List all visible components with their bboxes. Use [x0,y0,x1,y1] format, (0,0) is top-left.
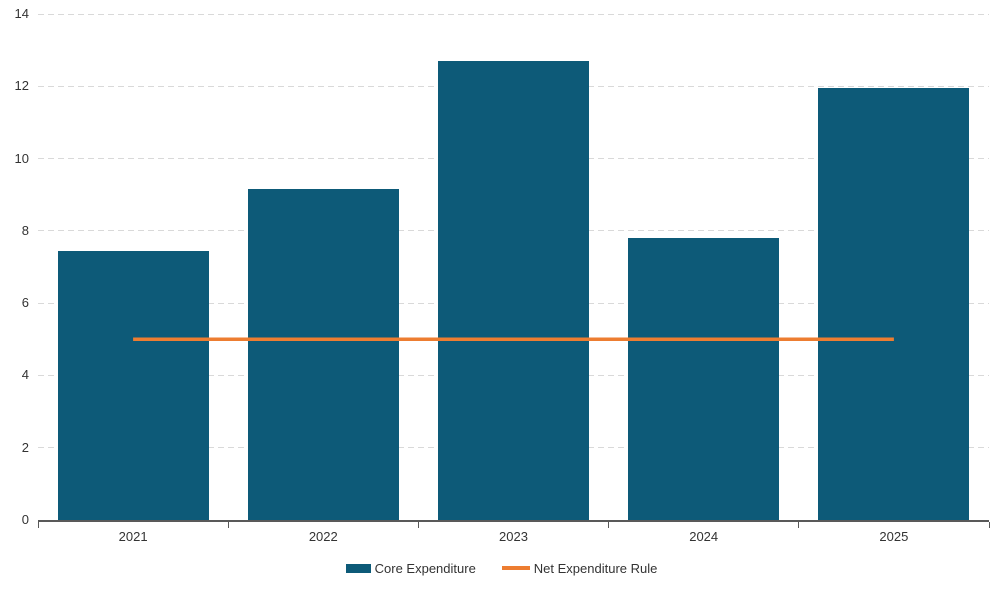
x-axis-label-2023: 2023 [499,529,528,544]
y-axis-label-6: 6 [21,295,29,311]
legend: Core Expenditure Net Expenditure Rule [0,558,1003,578]
legend-bar-swatch-icon [345,563,371,573]
x-axis-tick [227,522,229,528]
y-axis-label-14: 14 [14,6,29,21]
net-expenditure-rule-line [133,337,894,342]
y-axis-label-4: 4 [21,367,29,383]
x-axis-label-2022: 2022 [308,529,338,544]
y-axis-label-8: 8 [21,222,29,238]
bar-2021 [57,250,209,520]
legend-line-swatch-icon [501,566,530,570]
x-axis-tick [798,522,800,528]
x-axis-label-2021: 2021 [118,529,148,544]
gridline-14 [38,13,989,15]
x-axis-tick [417,522,419,528]
plot-area [38,13,989,522]
y-axis-label-0: 0 [21,512,29,527]
legend-label-core-expenditure: Core Expenditure [374,560,476,576]
y-axis-label-12: 12 [14,78,29,94]
x-axis-label-2024: 2024 [689,529,719,544]
legend-item-core-expenditure: Core Expenditure [345,560,476,576]
y-axis-label-2: 2 [21,439,29,455]
legend-item-net-expenditure-rule: Net Expenditure Rule [501,560,658,576]
x-axis-label-2025: 2025 [879,529,909,544]
x-axis-tick [988,522,990,528]
bar-2023 [438,60,589,520]
y-axis-label-10: 10 [14,150,29,166]
legend-label-net-expenditure-rule: Net Expenditure Rule [533,560,658,576]
x-axis-tick [608,522,610,528]
x-axis-tick [37,522,39,528]
bar-2022 [247,189,399,520]
bar-2025 [818,88,970,520]
bar-2024 [628,238,780,520]
